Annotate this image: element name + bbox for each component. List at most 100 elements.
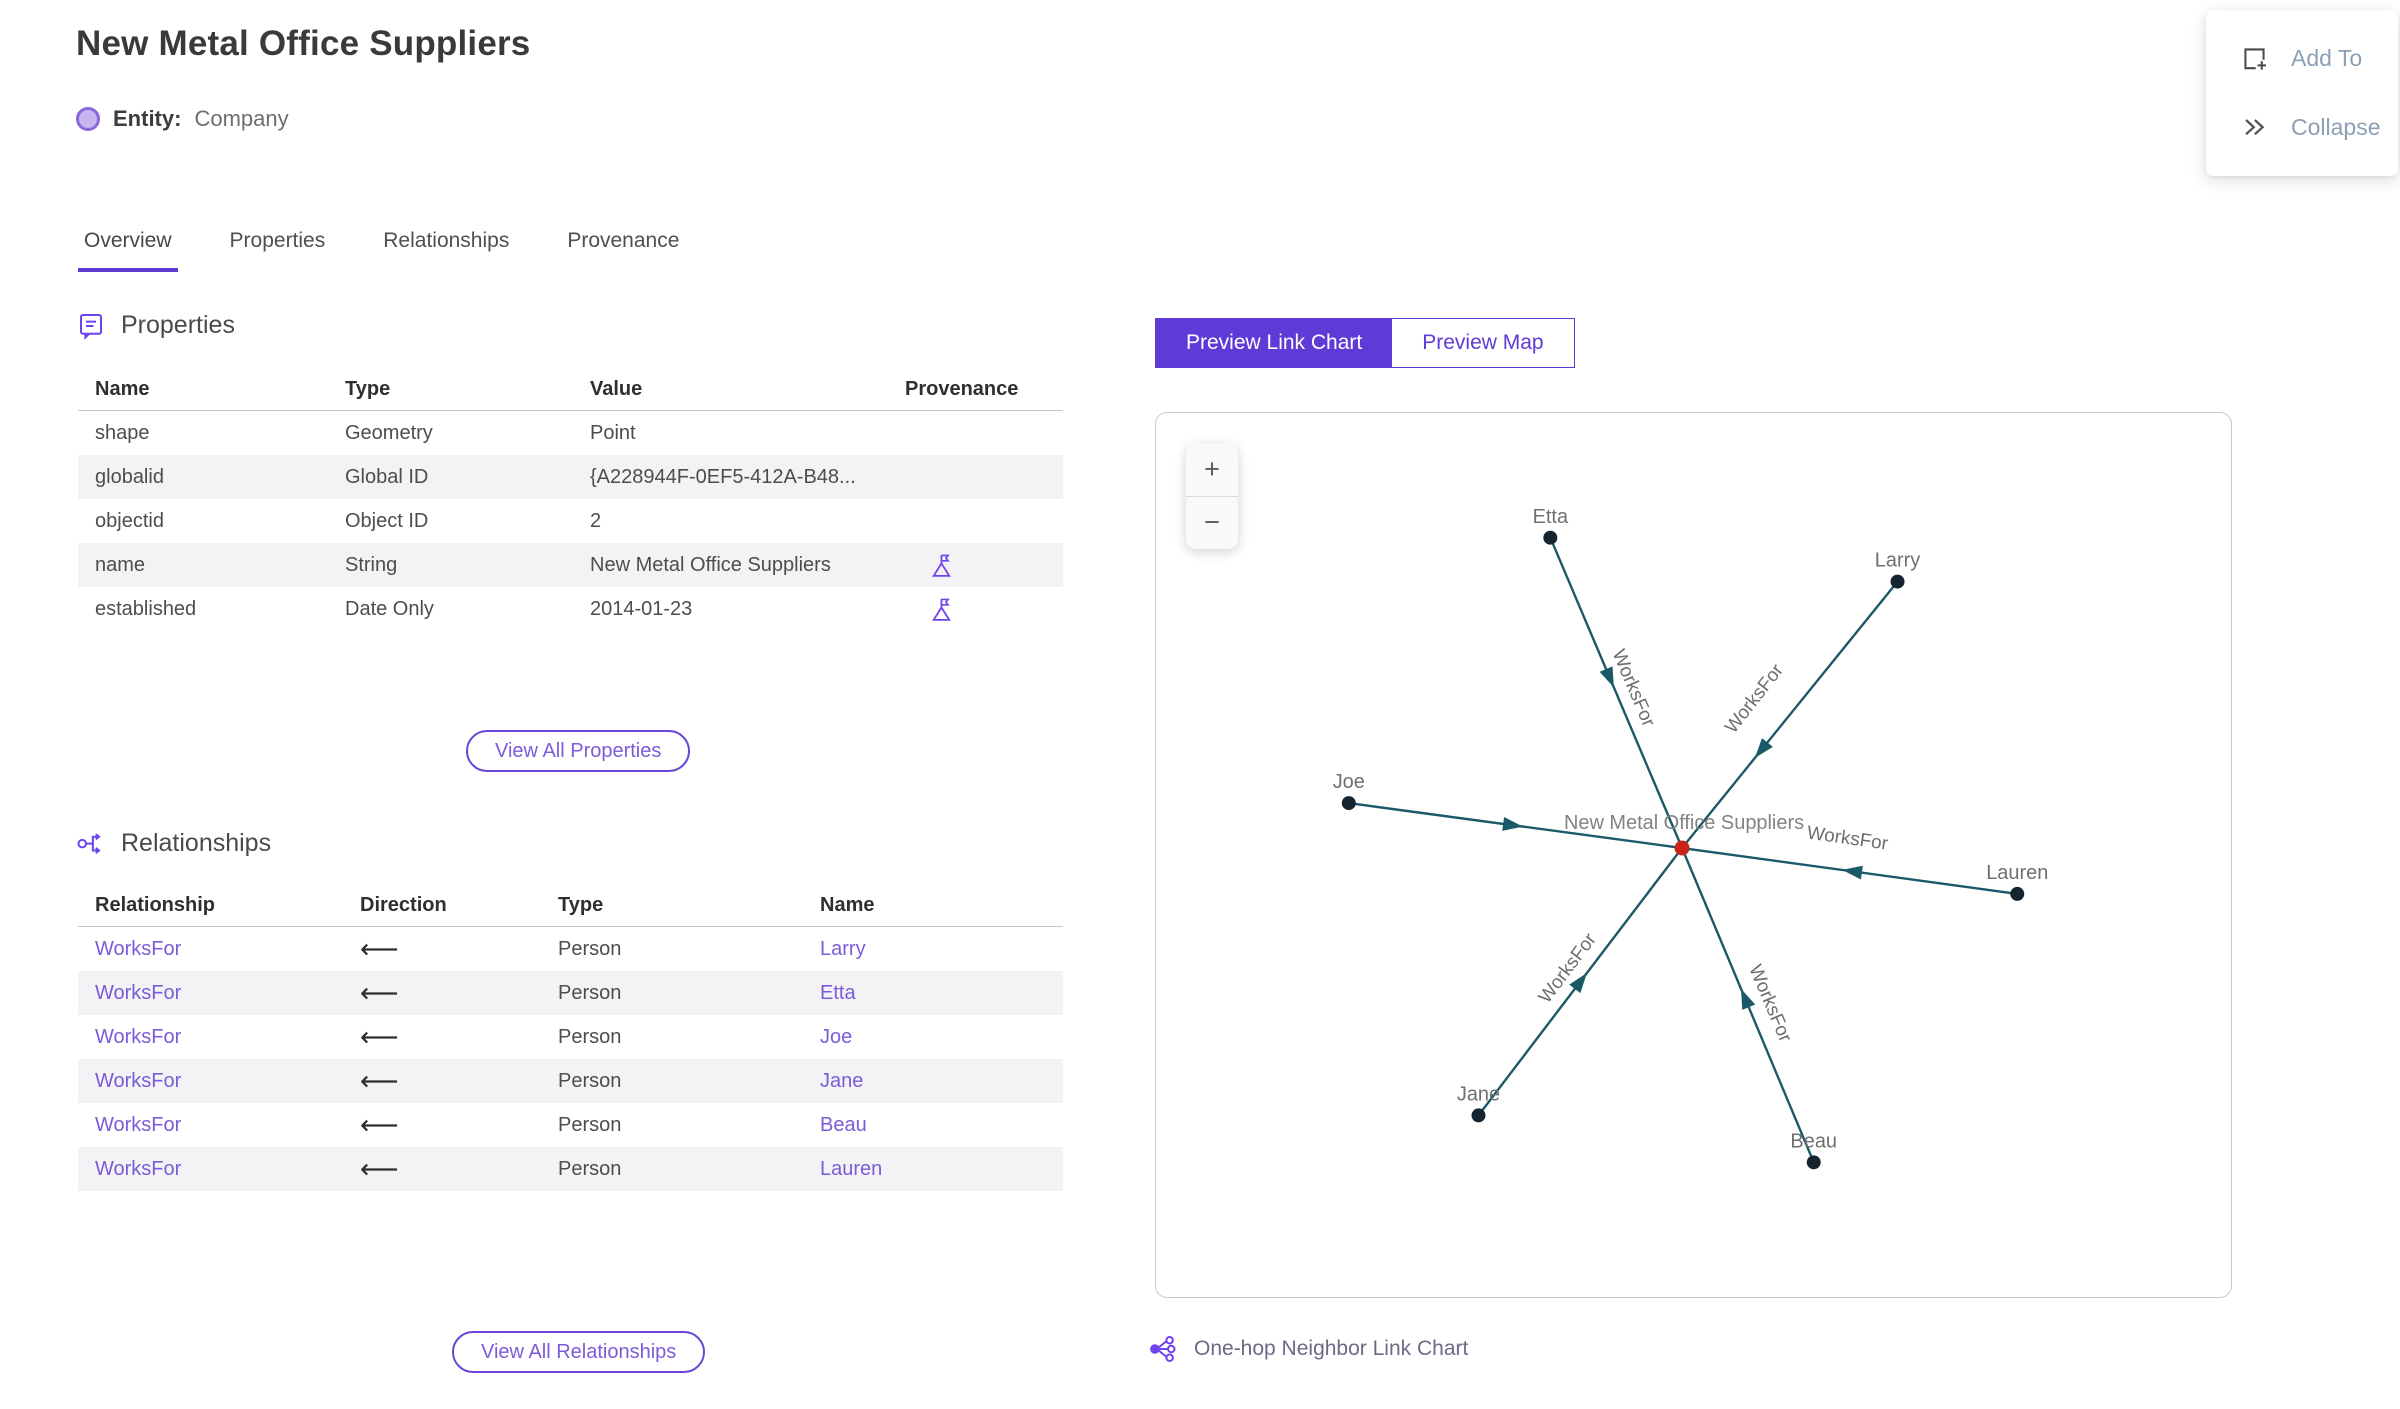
col-header-value: Value (573, 368, 888, 411)
col-header-name: Name (803, 884, 1063, 927)
tab-properties[interactable]: Properties (224, 228, 332, 272)
entity-link[interactable]: Larry (820, 937, 866, 960)
collapse-button[interactable]: Collapse (2240, 113, 2398, 142)
add-to-button[interactable]: Add To (2240, 44, 2398, 73)
properties-section-header: Properties (76, 310, 235, 340)
relationship-link[interactable]: WorksFor (95, 1113, 182, 1136)
relationship-link[interactable]: WorksFor (95, 1157, 182, 1180)
zoom-control: + − (1186, 443, 1238, 549)
relationships-header-row: Relationship Direction Type Name (78, 884, 1063, 927)
relationships-section-header: Relationships (76, 828, 271, 858)
property-row: objectid Object ID 2 (95, 509, 602, 532)
col-header-direction: Direction (343, 884, 541, 927)
chart-node-joe[interactable] (1341, 796, 1356, 811)
double-chevron-right-icon (2245, 119, 2265, 136)
property-row: established Date Only 2014-01-23 (78, 587, 1063, 631)
relationship-link[interactable]: WorksFor (95, 1025, 182, 1048)
collapse-label: Collapse (2291, 114, 2381, 140)
relationships-section-title: Relationships (121, 828, 272, 857)
chart-node-lauren[interactable] (2010, 886, 2025, 901)
chart-edge-arrow-icon (1599, 666, 1614, 688)
direction-arrow: ⟵ (360, 1153, 399, 1185)
chart-node-label: Etta (1533, 506, 1569, 528)
chart-node-larry[interactable] (1890, 574, 1905, 589)
add-to-label: Add To (2291, 45, 2363, 71)
preview-toggle: Preview Link Chart Preview Map (1155, 318, 1575, 368)
view-all-properties-button[interactable]: View All Properties (466, 730, 691, 772)
tab-overview[interactable]: Overview (78, 228, 178, 272)
zoom-out-button[interactable]: − (1186, 497, 1238, 550)
direction-arrow: ⟵ (360, 1109, 399, 1141)
zoom-in-button[interactable]: + (1186, 443, 1238, 497)
direction-arrow: ⟵ (360, 933, 399, 965)
relationship-link[interactable]: WorksFor (95, 981, 182, 1004)
link-chart-panel: + − WorksFor WorksFor WorksFor WorksFor Work… (1155, 412, 2232, 1298)
entity-link[interactable]: Etta (820, 981, 856, 1004)
chart-node-label: Beau (1790, 1130, 1837, 1152)
chart-node-label: Larry (1875, 550, 1920, 572)
chart-node-label: Lauren (1986, 862, 2048, 884)
tab-relationships[interactable]: Relationships (377, 228, 515, 272)
relationship-row: WorksFor ⟵ Person Beau (95, 1109, 867, 1141)
properties-popup-icon (80, 314, 102, 340)
preview-map-button[interactable]: Preview Map (1392, 319, 1574, 367)
properties-header-row: Name Type Value Provenance (78, 368, 1063, 411)
one-hop-network-icon (1150, 1336, 1176, 1362)
chart-edge-arrow-icon (1741, 988, 1756, 1010)
chart-node-beau[interactable] (1806, 1155, 1821, 1170)
chart-node-label: Jane (1457, 1083, 1500, 1105)
col-header-provenance: Provenance (888, 368, 1063, 411)
relationships-icon (77, 833, 101, 854)
relationships-table: Relationship Direction Type Name WorksFo… (78, 884, 1063, 1191)
relationship-link[interactable]: WorksFor (95, 1069, 182, 1092)
entity-type-row: Entity: Company (76, 106, 289, 132)
entity-value: Company (194, 106, 289, 131)
chart-edge-label: WorksFor (1805, 822, 1889, 854)
preview-link-chart-button[interactable]: Preview Link Chart (1156, 319, 1393, 367)
direction-arrow: ⟵ (360, 977, 399, 1009)
chart-edge-arrow-icon (1569, 972, 1587, 994)
entity-link[interactable]: Joe (820, 1025, 853, 1048)
chart-node-jane[interactable] (1471, 1108, 1486, 1123)
property-row: name String New Metal Office Suppliers (78, 543, 1063, 587)
col-header-type: Type (328, 368, 573, 411)
chart-caption-label: One-hop Neighbor Link Chart (1194, 1337, 1469, 1360)
chart-node-center[interactable] (1674, 840, 1690, 856)
chart-edge-arrow-icon (1502, 816, 1523, 831)
relationship-row: WorksFor ⟵ Person Larry (95, 933, 866, 965)
provenance-flag-icon[interactable] (931, 553, 954, 578)
page-title: New Metal Office Suppliers (76, 24, 531, 63)
entity-link[interactable]: Lauren (820, 1157, 883, 1180)
entity-link[interactable]: Jane (820, 1069, 864, 1092)
properties-section-title: Properties (121, 310, 235, 339)
col-header-name: Name (78, 368, 328, 411)
chart-edge-larry[interactable] (1681, 580, 1899, 849)
property-row: globalid Global ID {A228944F-0EF5-412A-B… (78, 455, 1063, 499)
entity-link[interactable]: Beau (820, 1113, 867, 1136)
view-all-relationships-button[interactable]: View All Relationships (452, 1331, 706, 1373)
relationship-row: WorksFor ⟵ Person Lauren (78, 1147, 1063, 1191)
relationship-row: WorksFor ⟵ Person Joe (95, 1021, 853, 1053)
col-header-type: Type (541, 884, 803, 927)
chart-caption: One-hop Neighbor Link Chart (1148, 1334, 1468, 1364)
provenance-flag-icon[interactable] (931, 597, 954, 622)
chart-edge-arrow-icon (1842, 865, 1863, 880)
chart-edge-label: WorksFor (1721, 660, 1788, 737)
entity-label: Entity: (113, 106, 182, 131)
chart-node-etta[interactable] (1543, 530, 1558, 545)
tab-provenance[interactable]: Provenance (561, 228, 685, 272)
col-header-relationship: Relationship (78, 884, 343, 927)
relationship-row: WorksFor ⟵ Person Etta (78, 971, 1063, 1015)
chart-center-label: New Metal Office Suppliers (1564, 812, 1804, 834)
relationship-link[interactable]: WorksFor (95, 937, 182, 960)
chart-edge-etta[interactable] (1549, 537, 1684, 849)
property-row: shape Geometry Point (95, 421, 636, 444)
direction-arrow: ⟵ (360, 1021, 399, 1053)
tab-bar: Overview Properties Relationships Proven… (78, 228, 685, 272)
entity-type-dot-icon (76, 107, 100, 131)
chart-edge-arrow-icon (1754, 738, 1773, 758)
properties-table: Name Type Value Provenance shape Geometr… (78, 368, 1063, 631)
relationship-row: WorksFor ⟵ Person Jane (78, 1059, 1063, 1103)
